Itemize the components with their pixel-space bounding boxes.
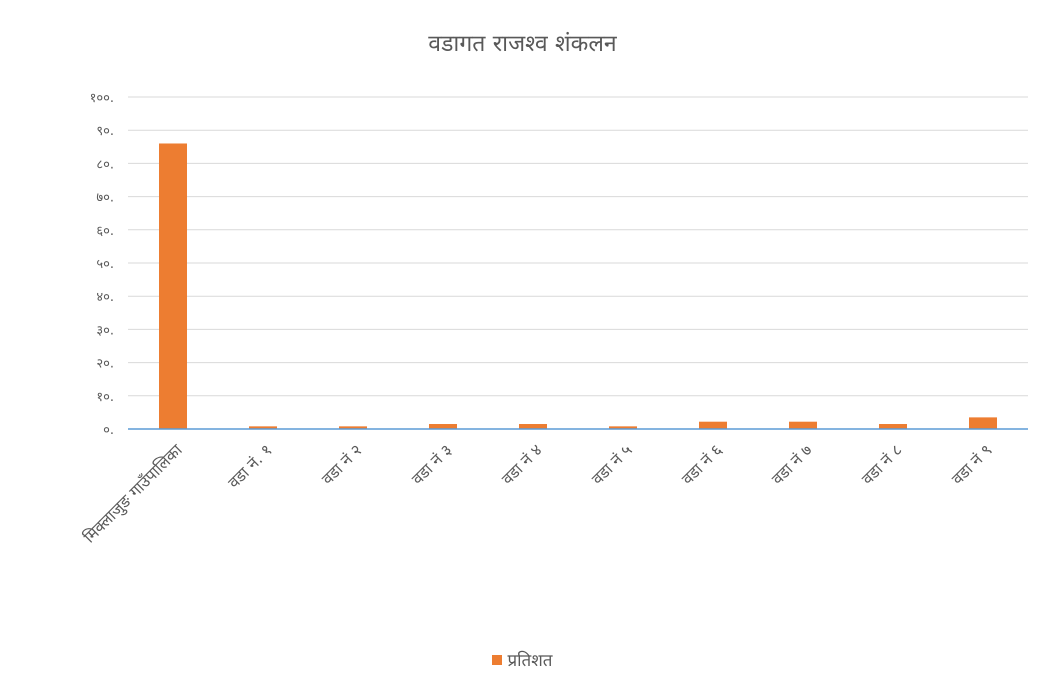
- y-tick-label: ३०.: [96, 323, 114, 338]
- y-tick-label: ६०.: [96, 224, 114, 239]
- x-tick-label: वडा नं ९: [948, 440, 996, 488]
- x-tick-label: वडा नं ४: [498, 440, 546, 488]
- x-tick-label: वडा नं ५: [588, 440, 636, 488]
- bar: [159, 143, 187, 430]
- bar: [339, 426, 367, 429]
- chart-title: वडागत राजश्व शंकलन: [428, 31, 617, 57]
- x-tick-label: वडा नं. १: [224, 440, 276, 492]
- bar: [789, 421, 817, 429]
- x-tick-label: वडा नं २: [318, 440, 366, 488]
- bar: [519, 424, 547, 429]
- bar: [429, 424, 457, 429]
- bar: [699, 421, 727, 429]
- x-tick-label: वडा नं ८: [858, 440, 906, 488]
- bars: [159, 143, 997, 430]
- y-tick-label: ४०.: [96, 290, 114, 305]
- y-tick-label: १०.: [96, 390, 114, 405]
- x-tick-label: वडा नं ७: [768, 440, 816, 488]
- bar: [609, 426, 637, 429]
- y-tick-label: ७०.: [96, 191, 114, 206]
- y-tick-label: १००.: [90, 91, 114, 106]
- x-tick-label: वडा नं ६: [678, 440, 726, 488]
- legend: प्रतिशत: [0, 648, 1045, 671]
- x-tick-label: वडा नं ३: [408, 440, 456, 488]
- bar: [249, 426, 277, 429]
- y-tick-label: २०.: [96, 357, 114, 372]
- y-tick-label: ८०.: [96, 157, 114, 172]
- y-tick-label: ५०.: [96, 257, 114, 272]
- bar: [879, 424, 907, 429]
- y-tick-labels: ०. १०. २०. ३०. ४०. ५०. ६०. ७०. ८०. ९०. १००.: [90, 91, 114, 438]
- legend-label: प्रतिशत: [507, 651, 553, 671]
- y-tick-label: ०.: [103, 423, 114, 438]
- legend-swatch: [492, 655, 503, 665]
- gridlines: [128, 96, 1028, 397]
- x-tick-labels: मिक्लाजुङ गाउँपालिका वडा नं. १ वडा नं २ वडा…: [80, 440, 996, 547]
- y-tick-label: ९०.: [96, 124, 114, 139]
- x-tick-label: मिक्लाजुङ गाउँपालिका: [80, 440, 187, 547]
- bar: [969, 417, 997, 429]
